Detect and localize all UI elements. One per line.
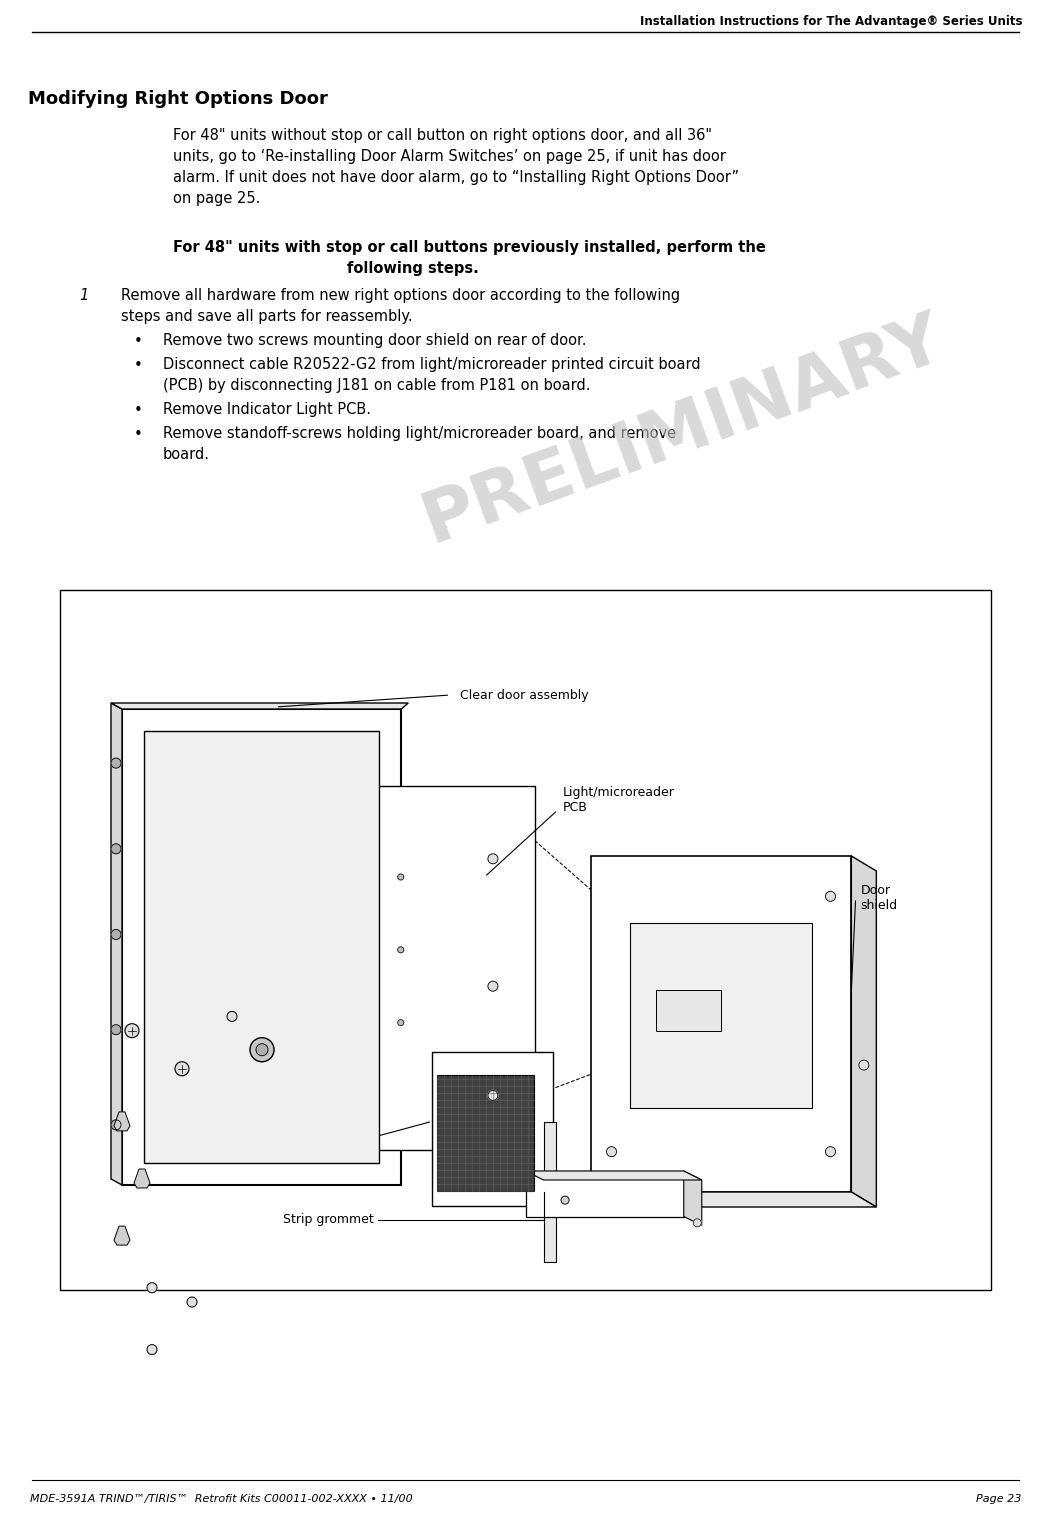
Polygon shape bbox=[851, 856, 877, 1207]
Polygon shape bbox=[544, 1122, 556, 1262]
Circle shape bbox=[250, 1038, 274, 1062]
Circle shape bbox=[488, 981, 498, 992]
Circle shape bbox=[111, 929, 121, 940]
Circle shape bbox=[859, 1061, 869, 1070]
Circle shape bbox=[111, 1024, 121, 1035]
Circle shape bbox=[488, 1091, 498, 1100]
Text: Disconnect cable R20522-G2 from light/microreader printed circuit board: Disconnect cable R20522-G2 from light/mi… bbox=[163, 357, 701, 372]
Text: Clear door assembly: Clear door assembly bbox=[460, 688, 589, 702]
Polygon shape bbox=[526, 1170, 702, 1180]
Circle shape bbox=[227, 1012, 236, 1021]
Circle shape bbox=[825, 891, 836, 902]
Bar bbox=[60, 591, 991, 1289]
Polygon shape bbox=[133, 1169, 150, 1189]
Circle shape bbox=[606, 1146, 617, 1157]
Text: Remove all hardware from new right options door according to the following: Remove all hardware from new right optio… bbox=[121, 288, 680, 304]
Text: Light/microreader
PCB: Light/microreader PCB bbox=[562, 786, 675, 813]
Polygon shape bbox=[432, 1051, 554, 1206]
Polygon shape bbox=[591, 1192, 877, 1207]
Text: •: • bbox=[133, 427, 143, 443]
Text: •: • bbox=[133, 334, 143, 349]
Polygon shape bbox=[144, 731, 379, 1163]
Text: Remove two screws mounting door shield on rear of door.: Remove two screws mounting door shield o… bbox=[163, 333, 586, 348]
Circle shape bbox=[147, 1283, 157, 1293]
Polygon shape bbox=[111, 703, 122, 1186]
Bar bbox=[656, 990, 721, 1030]
Circle shape bbox=[111, 844, 121, 855]
Circle shape bbox=[397, 946, 404, 952]
Text: 1: 1 bbox=[79, 288, 88, 304]
Text: Door
shield: Door shield bbox=[861, 884, 898, 913]
Text: Strip grommet: Strip grommet bbox=[284, 1213, 374, 1227]
Circle shape bbox=[397, 1019, 404, 1025]
Circle shape bbox=[125, 1024, 139, 1038]
Polygon shape bbox=[114, 1112, 130, 1131]
Circle shape bbox=[187, 1297, 197, 1306]
Polygon shape bbox=[122, 710, 401, 1186]
Circle shape bbox=[111, 1120, 121, 1129]
Polygon shape bbox=[526, 1170, 684, 1216]
Circle shape bbox=[111, 758, 121, 768]
Polygon shape bbox=[114, 1225, 130, 1245]
Text: •: • bbox=[133, 359, 143, 372]
Text: Modifying Right Options Door: Modifying Right Options Door bbox=[28, 90, 328, 108]
Text: •: • bbox=[133, 403, 143, 418]
Text: alarm. If unit does not have door alarm, go to “Installing Right Options Door”: alarm. If unit does not have door alarm,… bbox=[173, 169, 740, 185]
Text: following steps.: following steps. bbox=[347, 261, 478, 276]
Circle shape bbox=[561, 1196, 569, 1204]
Circle shape bbox=[397, 874, 404, 881]
Text: on page 25.: on page 25. bbox=[173, 191, 261, 206]
Text: For 48" units with stop or call buttons previously installed, perform the: For 48" units with stop or call buttons … bbox=[173, 240, 766, 255]
Text: Installation Instructions for The Advantage® Series Units: Installation Instructions for The Advant… bbox=[640, 15, 1023, 27]
Circle shape bbox=[694, 1219, 701, 1227]
Text: Remove standoff-screws holding light/microreader board, and remove: Remove standoff-screws holding light/mic… bbox=[163, 426, 676, 441]
Text: steps and save all parts for reassembly.: steps and save all parts for reassembly. bbox=[121, 308, 412, 324]
Text: For 48" units without stop or call button on right options door, and all 36": For 48" units without stop or call butto… bbox=[173, 128, 713, 143]
Circle shape bbox=[256, 1044, 268, 1056]
Bar bbox=[437, 1076, 534, 1190]
Polygon shape bbox=[591, 856, 851, 1192]
Circle shape bbox=[176, 1062, 189, 1076]
Circle shape bbox=[147, 1344, 157, 1355]
Bar bbox=[630, 923, 812, 1108]
Text: Indicator light
PCB T20601: Indicator light PCB T20601 bbox=[293, 1122, 379, 1151]
Text: PRELIMINARY: PRELIMINARY bbox=[413, 304, 953, 557]
Polygon shape bbox=[684, 1170, 702, 1225]
Polygon shape bbox=[111, 703, 408, 710]
Text: units, go to ‘Re-installing Door Alarm Switches’ on page 25, if unit has door: units, go to ‘Re-installing Door Alarm S… bbox=[173, 150, 726, 163]
Text: Page 23: Page 23 bbox=[975, 1494, 1021, 1505]
Circle shape bbox=[488, 855, 498, 864]
Text: board.: board. bbox=[163, 447, 210, 462]
Polygon shape bbox=[367, 786, 535, 1151]
Text: (PCB) by disconnecting J181 on cable from P181 on board.: (PCB) by disconnecting J181 on cable fro… bbox=[163, 378, 591, 394]
Circle shape bbox=[825, 1146, 836, 1157]
Text: Remove Indicator Light PCB.: Remove Indicator Light PCB. bbox=[163, 401, 371, 417]
Text: MDE-3591A TRIND™/TIRIS™  Retrofit Kits C00011-002-XXXX • 11/00: MDE-3591A TRIND™/TIRIS™ Retrofit Kits C0… bbox=[30, 1494, 413, 1505]
